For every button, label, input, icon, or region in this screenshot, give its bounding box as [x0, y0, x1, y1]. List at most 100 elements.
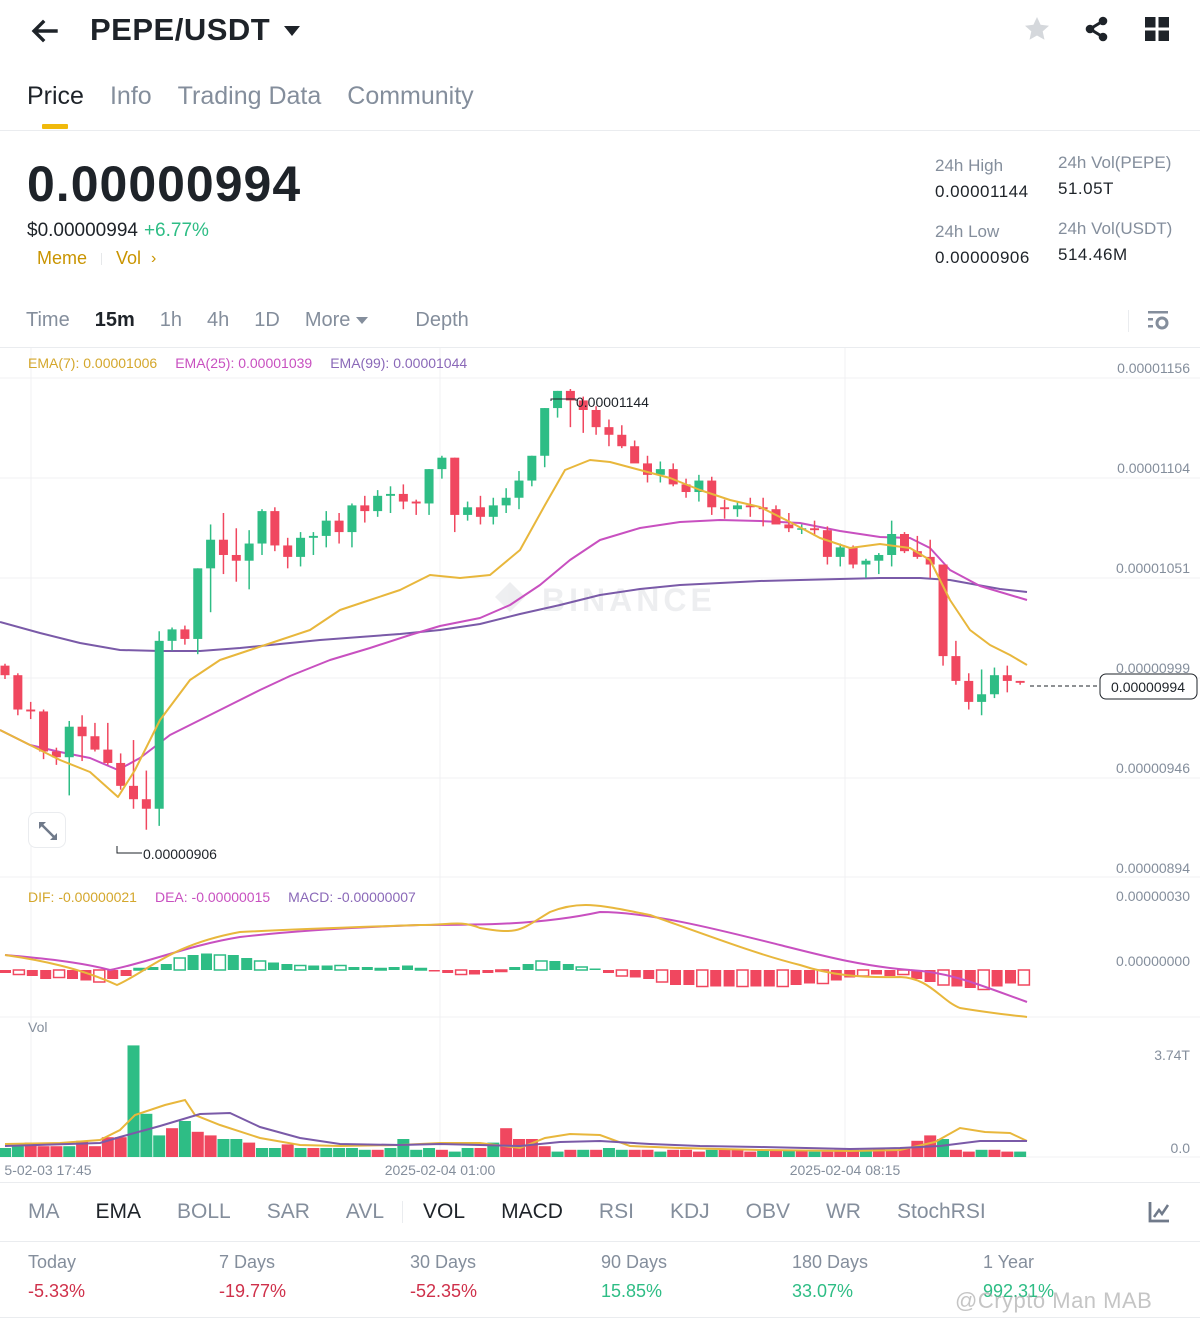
indicator-sar[interactable]: SAR: [266, 1200, 310, 1223]
svg-text:0.00001051: 0.00001051: [1116, 560, 1190, 576]
indicator-ema[interactable]: EMA: [95, 1200, 142, 1223]
back-arrow-icon: [31, 19, 58, 43]
stat-value: 51.05T: [1058, 179, 1114, 198]
stat-24h-vol-quote: 24h Vol(USDT) 514.46M: [1058, 219, 1172, 265]
perf-today: Today -5.33%: [28, 1252, 86, 1301]
indicator-settings-icon[interactable]: [1146, 1199, 1172, 1225]
low-marker: 0.00000906: [116, 846, 217, 862]
price-change: +6.77%: [143, 220, 209, 241]
tab-community[interactable]: Community: [347, 82, 474, 110]
tab-trading-data[interactable]: Trading Data: [177, 82, 322, 110]
interval-1d[interactable]: 1D: [254, 309, 280, 331]
macd-axis: 0.00000030 0.00000000: [1116, 888, 1190, 969]
interval-bar: Time 15m 1h 4h 1D More Depth: [26, 309, 494, 332]
indicator-divider: [0, 1241, 1200, 1242]
fullscreen-button[interactable]: [28, 812, 66, 848]
interval-4h[interactable]: 4h: [206, 309, 230, 331]
toolbar-separator: [1128, 310, 1129, 332]
stat-24h-high: 24h High 0.00001144: [935, 156, 1029, 202]
tag-separator: [101, 252, 103, 265]
price-axis: 0.00001156 0.00001104 0.00001051 0.00000…: [1116, 360, 1190, 876]
ema25-value: EMA(25): 0.00001039: [175, 355, 313, 371]
macd-histogram: [0, 953, 1031, 991]
ema-legend: EMA(7): 0.00001006 EMA(25): 0.00001039 E…: [28, 355, 467, 371]
macd-dif-line: [4, 904, 1028, 1018]
current-price-marker: 0.00000994: [1030, 673, 1198, 700]
price-sub: $0.00000994 +6.77%: [27, 220, 209, 242]
caret-down-icon: [284, 26, 301, 36]
perf-1y: 1 Year 992.31%: [983, 1252, 1055, 1301]
tab-price[interactable]: Price: [27, 82, 84, 129]
ema7-value: EMA(7): 0.00001006: [28, 355, 158, 371]
stat-value: 0.00000906: [935, 248, 1030, 267]
svg-text:BINANCE: BINANCE: [542, 582, 716, 618]
dea-value: DEA: -0.00000015: [154, 889, 271, 905]
header-actions: [1022, 14, 1172, 44]
tab-info[interactable]: Info: [109, 82, 152, 110]
indicator-obv[interactable]: OBV: [745, 1200, 790, 1223]
ema99-line: [0, 577, 1028, 652]
dif-value: DIF: -0.00000021: [28, 889, 137, 905]
perf-7d: 7 Days -19.77%: [219, 1252, 287, 1301]
performance-row: Today -5.33% 7 Days -19.77% 30 Days -52.35%…: [0, 1252, 1200, 1302]
indicator-macd[interactable]: MACD: [501, 1200, 563, 1223]
svg-text:2025-02-04 01:00: 2025-02-04 01:00: [385, 1162, 496, 1178]
indicator-bar: MA EMA BOLL SAR AVL VOL MACD RSI KDJ OBV…: [28, 1200, 1022, 1224]
indicator-avl[interactable]: AVL: [345, 1200, 385, 1223]
indicator-stochrsi[interactable]: StochRSI: [896, 1200, 986, 1223]
chart-grid: [0, 348, 1200, 1158]
perf-180d: 180 Days 33.07%: [792, 1252, 869, 1301]
svg-text:0.00001156: 0.00001156: [1117, 360, 1190, 376]
svg-text:0.0: 0.0: [1171, 1140, 1191, 1156]
svg-text:0.00000906: 0.00000906: [143, 846, 217, 862]
interval-time[interactable]: Time: [26, 309, 70, 331]
chart-settings-icon[interactable]: [1144, 307, 1172, 335]
ema7-line: [0, 459, 1028, 798]
share-icon[interactable]: [1082, 14, 1112, 44]
svg-text:0.00000946: 0.00000946: [1116, 760, 1190, 776]
depth-tab[interactable]: Depth: [415, 309, 469, 331]
indicator-ma[interactable]: MA: [28, 1200, 60, 1223]
binance-watermark: BINANCE: [495, 582, 716, 618]
time-axis: 5-02-03 17:45 2025-02-04 01:00 2025-02-0…: [4, 1162, 900, 1178]
interval-divider: [0, 347, 1200, 348]
tag-meme[interactable]: Meme: [37, 248, 88, 268]
svg-text:0.00000999: 0.00000999: [1116, 660, 1190, 676]
expand-icon: [39, 822, 57, 840]
svg-text:0.00000000: 0.00000000: [1116, 953, 1190, 969]
indicator-wr[interactable]: WR: [825, 1200, 861, 1223]
tag-vol[interactable]: Vol: [116, 248, 142, 268]
svg-text:5-02-03 17:45: 5-02-03 17:45: [4, 1162, 91, 1178]
price-chart[interactable]: BINANCE 0.00001144 0.00000906 0.00001156…: [0, 348, 1200, 1178]
back-button[interactable]: [28, 14, 62, 48]
stat-label: 24h Low: [935, 222, 1000, 241]
ema99-value: EMA(99): 0.00001044: [330, 355, 468, 371]
stat-label: 24h Vol(USDT): [1058, 219, 1173, 238]
indicator-rsi[interactable]: RSI: [598, 1200, 634, 1223]
stat-label: 24h High: [935, 156, 1004, 175]
indicator-boll[interactable]: BOLL: [177, 1200, 231, 1223]
last-price: 0.00000994: [27, 156, 302, 212]
time-axis-divider: [0, 1182, 1200, 1183]
macd-legend: DIF: -0.00000021 DEA: -0.00000015 MACD: …: [28, 889, 416, 905]
indicator-separator: [402, 1201, 404, 1223]
indicator-kdj[interactable]: KDJ: [669, 1200, 710, 1223]
macd-value: MACD: -0.00000007: [288, 889, 416, 905]
pair-selector[interactable]: PEPE/USDT: [90, 12, 301, 48]
stat-value: 514.46M: [1058, 245, 1128, 264]
chevron-right-icon[interactable]: ›: [151, 249, 157, 267]
svg-text:0.00001104: 0.00001104: [1117, 460, 1190, 476]
tags-row: Meme Vol ›: [37, 248, 156, 269]
interval-more[interactable]: More: [305, 309, 369, 332]
favorite-star-icon[interactable]: [1022, 14, 1052, 44]
indicator-vol[interactable]: VOL: [423, 1200, 466, 1223]
interval-15m[interactable]: 15m: [94, 309, 135, 331]
svg-text:0.00000894: 0.00000894: [1116, 860, 1190, 876]
stat-value: 0.00001144: [935, 182, 1029, 201]
interval-1h[interactable]: 1h: [159, 309, 182, 331]
high-marker: 0.00001144: [550, 394, 649, 410]
svg-text:2025-02-04 08:15: 2025-02-04 08:15: [790, 1162, 901, 1178]
stat-24h-low: 24h Low 0.00000906: [935, 222, 1030, 268]
grid-menu-icon[interactable]: [1142, 14, 1172, 44]
tabs-divider: [0, 130, 1200, 131]
